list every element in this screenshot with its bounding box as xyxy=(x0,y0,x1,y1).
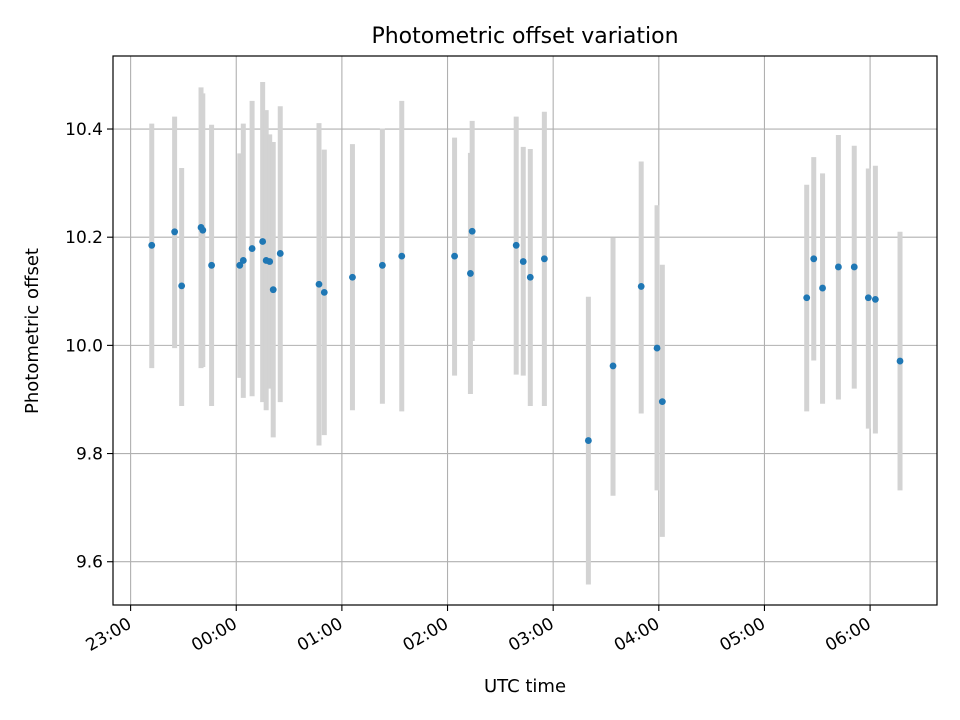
data-point xyxy=(349,273,356,281)
data-point xyxy=(584,437,592,444)
x-axis-label: UTC time xyxy=(484,676,566,697)
y-tick-label: 10.2 xyxy=(65,228,103,248)
data-point xyxy=(653,344,661,352)
data-points xyxy=(148,224,904,444)
data-point xyxy=(864,294,872,302)
data-point xyxy=(320,288,328,296)
y-tick-label: 10.4 xyxy=(65,120,103,140)
data-point xyxy=(540,255,548,263)
data-point xyxy=(835,263,842,271)
data-point xyxy=(519,258,527,265)
data-point xyxy=(526,273,534,281)
data-point xyxy=(148,241,156,249)
data-point xyxy=(199,226,207,234)
data-point xyxy=(398,252,406,260)
data-point xyxy=(451,252,458,260)
y-tick-label: 10.0 xyxy=(65,336,103,356)
data-point xyxy=(512,241,520,249)
data-point xyxy=(871,295,879,303)
data-point xyxy=(208,261,215,269)
data-point xyxy=(259,238,267,245)
data-point xyxy=(468,227,476,235)
data-point xyxy=(803,294,811,302)
data-point xyxy=(637,283,645,290)
chart-title: Photometric offset variation xyxy=(371,24,678,49)
data-point xyxy=(810,255,818,263)
y-tick-label: 9.6 xyxy=(76,553,103,573)
data-point xyxy=(609,362,617,370)
data-point xyxy=(171,228,179,236)
data-point xyxy=(850,263,858,271)
data-point xyxy=(236,261,244,269)
data-point xyxy=(248,245,256,252)
plot-frame xyxy=(112,55,938,606)
y-axis-label: Photometric offset xyxy=(22,248,43,414)
data-point xyxy=(239,257,247,264)
y-axis: 9.6 9.8 10.0 10.2 10.4 xyxy=(65,120,113,573)
data-point xyxy=(819,284,826,292)
data-point xyxy=(178,282,186,290)
data-point xyxy=(896,357,904,365)
y-tick-label: 9.8 xyxy=(76,445,103,465)
data-point xyxy=(276,250,284,257)
data-point xyxy=(378,261,386,269)
data-point xyxy=(266,258,274,265)
data-point xyxy=(658,398,666,406)
data-point xyxy=(315,280,323,288)
data-point xyxy=(269,286,277,294)
data-point xyxy=(467,270,474,277)
